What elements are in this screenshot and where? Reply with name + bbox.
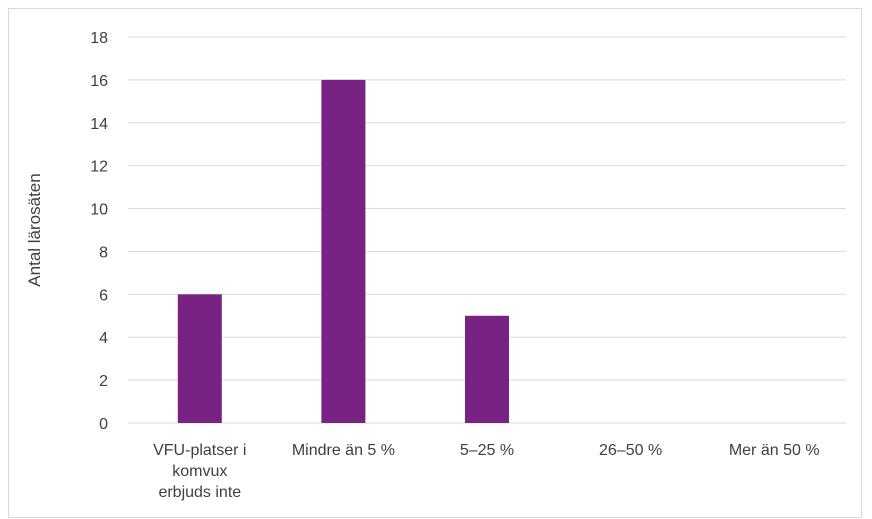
y-tick-labels: 0 2 4 6 8 10 12 14 16 18: [90, 30, 108, 433]
bar: [321, 79, 366, 423]
x-tick-label: VFU-platser i komvux erbjuds inte: [153, 442, 246, 501]
y-tick-label: 4: [99, 330, 108, 347]
bar: [465, 315, 509, 423]
y-tick-label: 14: [90, 116, 108, 133]
y-tick-label: 0: [99, 416, 108, 433]
y-tick-label: 12: [90, 159, 108, 176]
x-tick-label: 26–50 %: [599, 442, 662, 459]
x-tick-label: Mindre än 5 %: [292, 442, 395, 459]
y-tick-label: 10: [90, 202, 108, 219]
y-tick-label: 8: [99, 244, 108, 261]
y-tick-label: 16: [90, 73, 108, 90]
x-tick-label: 5–25 %: [460, 442, 514, 459]
y-tick-label: 18: [90, 30, 108, 47]
y-axis-title: Antal lärosäten: [25, 173, 44, 286]
bar: [177, 294, 222, 423]
x-tick-labels: VFU-platser i komvux erbjuds inte Mindre än…: [153, 442, 819, 501]
x-tick-label: Mer än 50 %: [729, 442, 820, 459]
y-tick-label: 2: [99, 373, 108, 390]
gridlines: [128, 36, 846, 424]
chart-frame: [8, 8, 862, 518]
bars: [177, 79, 509, 423]
y-tick-label: 6: [99, 287, 108, 304]
